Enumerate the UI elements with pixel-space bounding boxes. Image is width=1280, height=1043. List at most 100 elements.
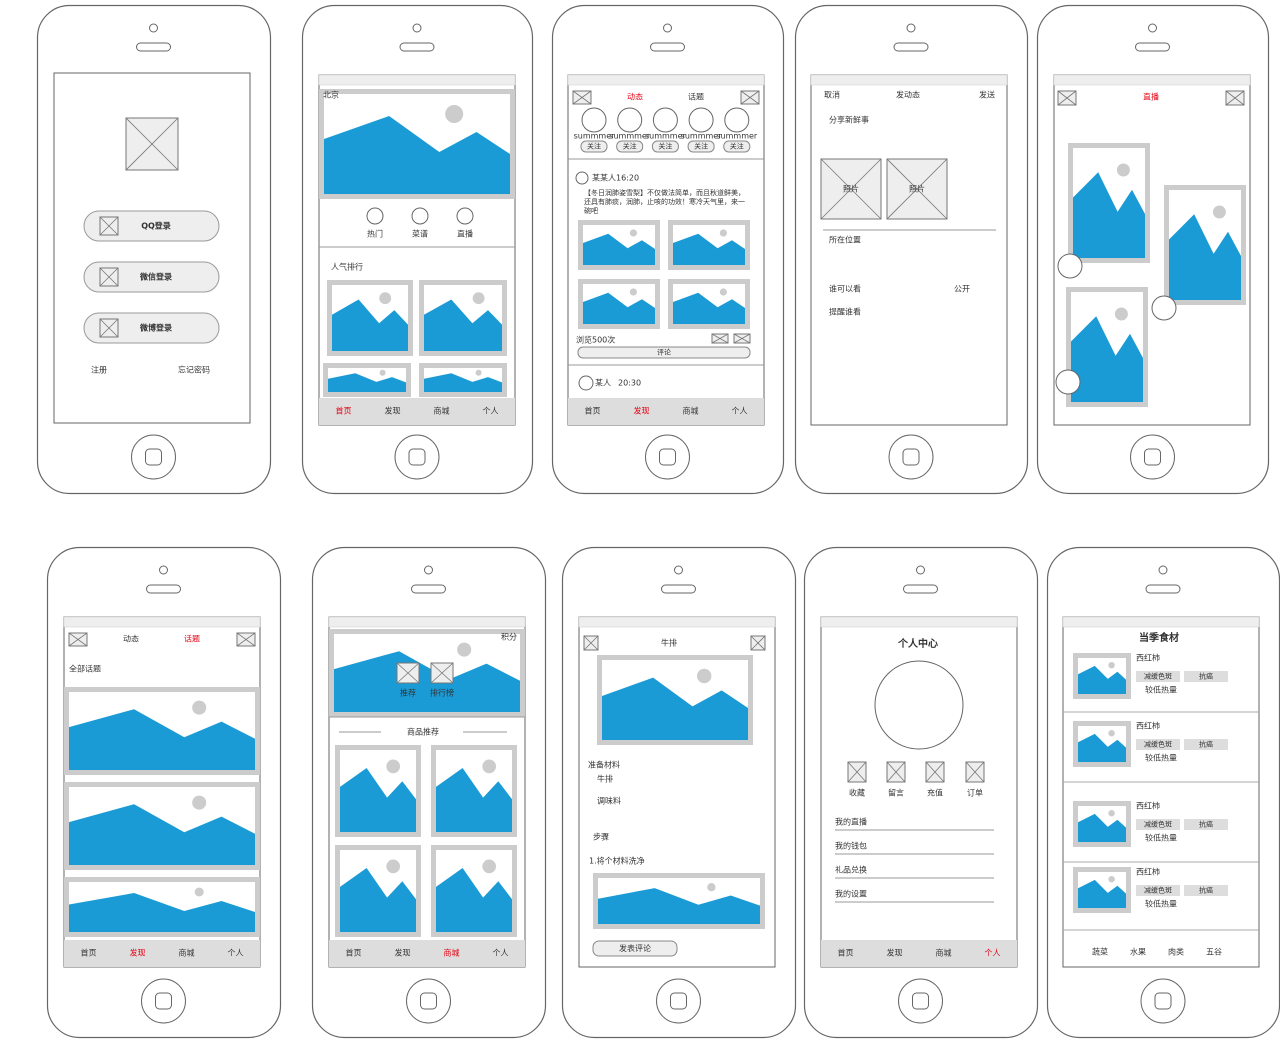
tab-bar [319,398,515,425]
user-name: summmer [681,132,723,141]
placeholder-x [733,333,751,344]
label: 积分 [501,632,517,642]
image-mountain [583,292,655,324]
label: 20:30 [618,379,641,388]
label: 分享新鲜事 [829,115,869,125]
tag-label: 抗癌 [1199,740,1213,749]
avatar [575,171,589,185]
phone-camera [149,23,158,33]
status-bar [328,616,526,628]
placeholder-x [711,333,729,344]
item-note: 较低热量 [1145,833,1177,843]
comment-button[interactable] [592,940,678,957]
shortcut-label: 收藏 [849,788,865,798]
phone-camera [424,565,433,575]
tab-item: 个人 [493,949,509,958]
photo-label: 照片 [909,184,925,194]
screen-title: 直播 [1143,92,1159,102]
placeholder-x [965,761,985,783]
image-mountain [69,893,255,932]
live-avatar [1151,295,1177,321]
placeholder-x [740,90,760,105]
label: 牛排 [597,774,613,784]
home-button-icon [420,992,437,1010]
image-sun [719,229,727,237]
image-sun [192,795,207,810]
user-name: summmer [645,132,687,141]
tag [1184,885,1228,896]
label: 发动态 [896,90,920,100]
comment-button[interactable] [577,346,751,359]
image-mountain [328,373,406,392]
tab-bar [329,940,525,967]
image-sun [1114,307,1128,321]
image-sun [475,369,482,376]
tag [1136,671,1180,682]
item-note: 较低热量 [1145,753,1177,763]
image-mountain [332,299,408,351]
image-sun [1212,205,1226,219]
placeholder-x [572,90,592,105]
tab-item: 首页 [585,406,601,416]
phone-speaker [903,584,938,594]
phone-camera [906,23,916,33]
home-button-icon [155,992,172,1010]
item-name: 西红柿 [1136,801,1160,811]
tab-item: 商城 [936,948,952,958]
tag [1184,671,1228,682]
tab-item: 商城 [444,948,460,958]
label: 步骤 [593,833,609,842]
shortcut-label: 排行榜 [430,688,454,698]
phone-speaker [399,42,435,52]
placeholder-x [750,635,766,651]
image-mountain [69,709,255,770]
tag [1136,819,1180,830]
category-icon [411,207,429,225]
placeholder-x [847,761,867,783]
login-button-label: 微博登录 [139,323,172,333]
image-mountain [340,768,416,832]
phone-speaker [146,584,181,594]
top-tab: 话题 [688,92,704,102]
image-sun [445,105,464,123]
home-button-icon [408,448,426,466]
image-sun [194,887,204,897]
post-text: 【冬日润肺姿雪梨】不仅做法简单，而且秋道鲜美，还具有肺痰，润肺，止咳的功效！寒冷… [584,189,745,215]
shortcut-label: 订单 [967,788,983,798]
label: 提醒谁看 [829,307,861,317]
label: 取消 [824,90,840,100]
label: 调味料 [597,796,621,806]
menu-item: 我的钱包 [835,841,867,851]
phone-camera [159,565,168,575]
avatar [578,375,594,391]
follow-label: 关注 [623,142,637,151]
status-bar [318,74,516,86]
tab-item: 发现 [634,406,650,416]
menu-item: 我的直播 [835,817,867,827]
placeholder-x [1225,90,1245,106]
tab-item: 个人 [985,949,1001,958]
home-button-icon [912,992,929,1010]
screen-content: 直播 [1053,74,1251,407]
image-sun [707,883,716,892]
image-sun [629,229,637,237]
post-text-box: 【冬日润肺姿雪梨】不仅做法简单，而且秋道鲜美，还具有肺痰，润肺，止咳的功效！寒冷… [584,189,745,215]
shortcut-label: 充值 [927,788,943,798]
tag-label: 减缓色斑 [1144,886,1172,895]
image-sun [386,759,401,774]
tag [1136,739,1180,750]
image-mountain [673,292,745,324]
follow-label: 关注 [730,142,744,151]
placeholder-x [99,267,119,287]
phone-speaker [661,584,696,594]
image-sun [386,859,401,874]
phone-speaker [893,42,929,52]
image-sun [482,859,497,874]
